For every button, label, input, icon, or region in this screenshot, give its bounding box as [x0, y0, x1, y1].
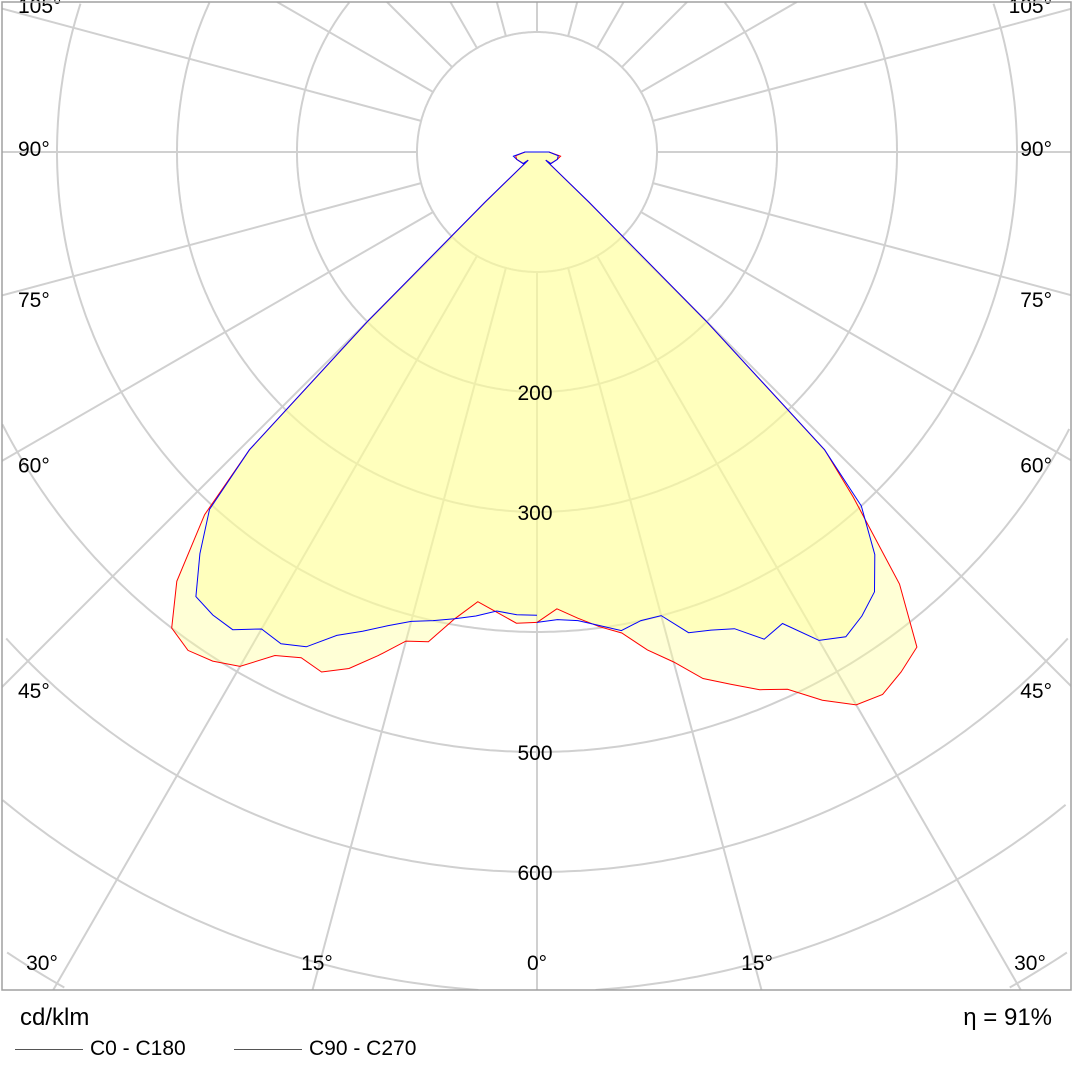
grid-circle-200	[537, 2, 778, 393]
intensity-curves	[171, 151, 918, 706]
radial-tick-label-600: 600	[517, 862, 552, 885]
grid-radial-300	[2, 211, 434, 462]
grid-radial-345	[311, 267, 507, 990]
angle-label-left-60: 60°	[18, 454, 50, 477]
grid-circle-600	[537, 637, 1069, 873]
grid-radial-120	[640, 2, 798, 93]
grid-radial-15	[567, 267, 763, 990]
intensity-fills	[171, 152, 917, 705]
angle-label-right-105: 105°	[1009, 0, 1052, 18]
unit-label: cd/klm	[20, 1004, 90, 1031]
radial-tick-label-300: 300	[517, 502, 552, 525]
angle-label-right-75: 75°	[1020, 289, 1052, 312]
fill-C90-C270	[195, 152, 875, 647]
grid-circle-600	[5, 637, 537, 873]
grid-radial-210	[449, 2, 478, 49]
angle-label-bottom-3: 15°	[741, 952, 773, 975]
grid-circle-200	[296, 2, 537, 393]
grid-circle-300	[176, 2, 537, 513]
legend-label-c90-c270: C90 - C270	[309, 1037, 417, 1060]
angle-label-bottom-0: 30°	[26, 952, 58, 975]
legend-line-c0-c180	[15, 1049, 83, 1050]
angle-label-bottom-2: 0°	[527, 952, 547, 975]
grid-radial-150	[596, 2, 625, 49]
grid-radial-75	[652, 182, 1071, 297]
grid-radial-225	[386, 2, 453, 68]
grid-radial-330	[52, 255, 478, 990]
angle-label-right-90: 90°	[1020, 138, 1052, 161]
grid-radial-165	[567, 2, 579, 37]
grid-radial-60	[640, 211, 1071, 462]
curve-c270	[195, 151, 538, 648]
grid-circle-500	[537, 428, 1071, 753]
curve-c90	[536, 151, 876, 641]
grid-radial-285	[2, 182, 422, 297]
grid-circle-300	[537, 2, 898, 513]
legend-line-c90-c270	[234, 1049, 302, 1050]
angle-label-left-90: 90°	[18, 138, 50, 161]
angle-label-right-60: 60°	[1020, 454, 1052, 477]
grid-radial-135	[621, 2, 688, 68]
grid-radial-105	[652, 7, 1071, 122]
polar-grid	[2, 2, 1071, 990]
grid-circle-700	[595, 804, 1067, 990]
grid-radial-30	[596, 255, 1022, 990]
grid-radial-195	[495, 2, 507, 37]
plot-frame	[1, 1, 1072, 991]
efficiency-label: η = 91%	[963, 1004, 1052, 1031]
fill-C0-C180	[171, 152, 917, 705]
grid-circle-800	[1009, 951, 1068, 989]
axis-labels: 200 300 500 600 105° 105° 90° 90° 75° 75° 60° 60° 45…	[18, 0, 1052, 975]
angle-label-left-75: 75°	[18, 289, 50, 312]
radial-tick-label-500: 500	[517, 742, 552, 765]
angle-label-bottom-4: 30°	[1014, 952, 1046, 975]
angle-label-bottom-1: 15°	[301, 952, 333, 975]
legend-label-c0-c180: C0 - C180	[90, 1037, 186, 1060]
angle-label-left-105: 105°	[18, 0, 61, 18]
radial-tick-label-200: 200	[517, 382, 552, 405]
grid-radial-240	[276, 2, 434, 93]
grid-circle-800	[6, 951, 65, 989]
angle-label-left-45: 45°	[18, 680, 50, 703]
angle-label-right-45: 45°	[1020, 680, 1052, 703]
grid-radial-255	[2, 7, 422, 122]
grid-circle-700	[2, 799, 479, 990]
